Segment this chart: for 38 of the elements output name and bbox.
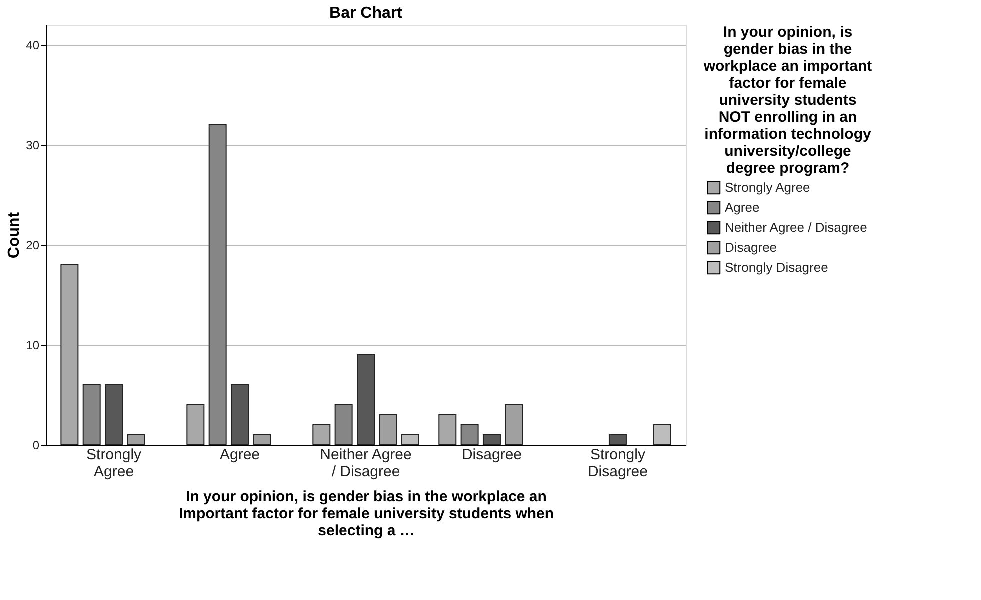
bar xyxy=(105,384,124,446)
y-tick-label: 20 xyxy=(26,238,40,252)
text: In your opinion, is gender bias in the workplace an important factor for female university students NOT enrolling in an information technology university/college degree program? xyxy=(704,24,872,177)
bar xyxy=(460,424,479,446)
bar xyxy=(253,434,272,446)
bar xyxy=(482,434,501,446)
y-axis-title: Count xyxy=(6,212,24,259)
bar xyxy=(653,424,672,446)
y-tick-label: 10 xyxy=(26,338,40,352)
bar xyxy=(186,404,205,446)
bar xyxy=(608,434,627,446)
legend-label: Neither Agree / Disagree xyxy=(725,220,868,235)
x-tick-label: Strongly Disagree xyxy=(588,446,648,480)
legend-label: Strongly Agree xyxy=(725,180,810,195)
bar xyxy=(127,434,146,446)
bar xyxy=(438,414,457,446)
bar xyxy=(60,264,79,446)
bar xyxy=(505,404,524,446)
bar xyxy=(208,124,227,446)
bar xyxy=(231,384,250,446)
x-axis-title: In your opinion, is gender bias in the workplace an Important factor for female university students when selecting a … xyxy=(178,488,554,540)
bar xyxy=(379,414,398,446)
x-tick-label: Neither Agree / Disagree xyxy=(320,446,412,480)
chart-title: Bar Chart xyxy=(330,5,404,22)
x-tick-label: Disagree xyxy=(462,446,522,464)
x-tick-label: Strongly Agree xyxy=(86,446,142,480)
bar xyxy=(401,434,420,446)
bar xyxy=(312,424,331,446)
legend-label: Strongly Disagree xyxy=(725,260,828,275)
bar xyxy=(82,384,101,446)
legend-label: Agree xyxy=(725,200,760,215)
legend-label: Disagree xyxy=(725,240,778,255)
bar xyxy=(357,354,375,446)
y-tick-label: 0 xyxy=(32,438,40,452)
y-tick-label: 30 xyxy=(26,138,40,152)
y-tick-label: 40 xyxy=(26,38,40,52)
bar xyxy=(334,404,353,446)
x-tick-label: Agree xyxy=(220,446,260,464)
